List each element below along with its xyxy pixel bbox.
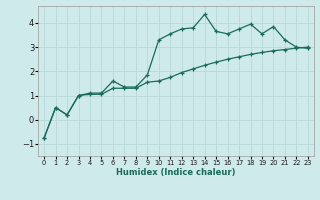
X-axis label: Humidex (Indice chaleur): Humidex (Indice chaleur)	[116, 168, 236, 177]
